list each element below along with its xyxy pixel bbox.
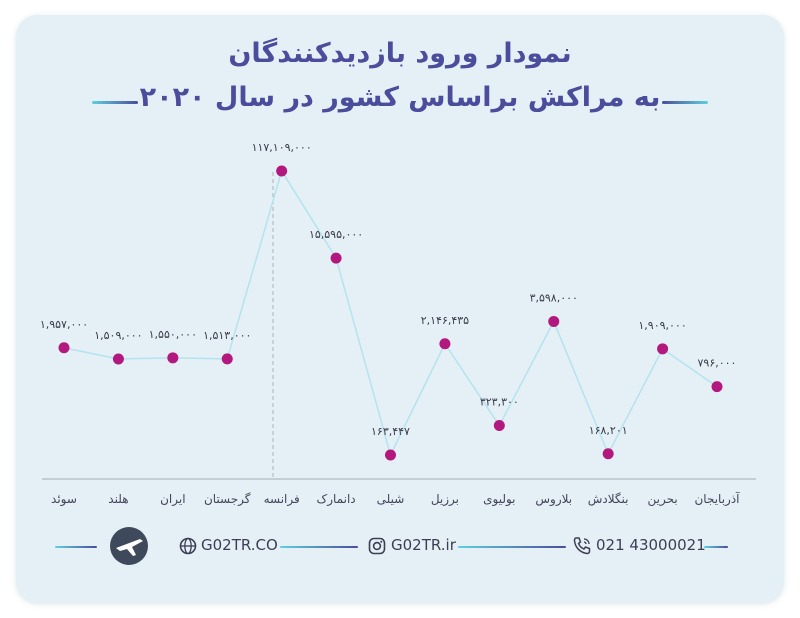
data-point (221, 353, 233, 365)
category-label: هلند (108, 492, 128, 506)
value-label: ۱۱۷,۱۰۹,۰۰۰ (252, 141, 312, 154)
instagram-icon (368, 537, 386, 555)
value-label: ۱,۹۰۹,۰۰۰ (638, 319, 686, 332)
category-label: برزیل (431, 492, 459, 507)
chart-title-line2: به مراکش براساس کشور در سال ۲۰۲۰ (139, 82, 661, 113)
value-label: ۱,۵۰۹,۰۰۰ (94, 329, 142, 342)
website-1: G02TR.CO (201, 536, 278, 554)
website-2: G02TR.ir (391, 536, 456, 554)
data-point (385, 449, 396, 461)
title-decor-left (92, 101, 138, 104)
category-label: گرجستان (204, 492, 251, 507)
value-label: ۷۹۶,۰۰۰ (698, 357, 737, 370)
value-label: ۱۵,۵۹۵,۰۰۰ (309, 228, 363, 241)
title-decor-right (662, 101, 708, 104)
data-point (602, 448, 614, 460)
footer-line-2 (280, 546, 358, 548)
data-point (276, 165, 288, 177)
value-label: ۱۶۳,۴۴۷ (371, 425, 410, 438)
value-label: ۱,۹۵۷,۰۰۰ (40, 318, 88, 331)
globe-icon (179, 537, 197, 555)
data-point (330, 252, 342, 264)
category-label: شیلی (377, 492, 405, 506)
data-point (493, 420, 505, 432)
value-label: ۳,۵۹۸,۰۰۰ (530, 291, 578, 304)
chart-title-line1: نمودار ورود بازدیدکنندگان (228, 38, 572, 69)
category-label: بلاروس (535, 492, 572, 507)
chart-card (16, 15, 784, 603)
category-label: سوئد (51, 492, 77, 507)
value-label: ۱۶۸,۲۰۱ (589, 424, 628, 437)
data-point (657, 343, 669, 355)
phone-icon (573, 537, 591, 555)
data-point (58, 342, 70, 354)
category-label: بولیوی (483, 492, 515, 507)
value-label: ۱,۵۱۳,۰۰۰ (203, 329, 251, 342)
category-label: بحرین (647, 492, 677, 507)
category-label: ایران (160, 492, 185, 507)
footer-line-4 (704, 546, 728, 548)
value-label: ۱,۵۵۰,۰۰۰ (149, 328, 197, 341)
value-label: ۳۲۳,۳۰۰ (480, 396, 519, 409)
category-label: بنگلادش (588, 492, 629, 507)
footer-line-3 (458, 546, 566, 548)
data-point (112, 353, 124, 365)
airplane-logo-icon (110, 527, 148, 565)
data-point (167, 352, 179, 364)
data-point (711, 381, 723, 393)
phone-number: 021 43000021 (596, 536, 706, 554)
data-point (439, 338, 451, 350)
series-line (63, 169, 718, 458)
data-point (548, 315, 560, 327)
value-label: ۲,۱۴۶,۴۳۵ (421, 314, 469, 327)
footer-line-1 (55, 546, 97, 548)
category-label: فرانسه (264, 492, 300, 507)
category-label: دانمارک (317, 492, 356, 507)
category-label: آذربایجان (694, 491, 740, 507)
